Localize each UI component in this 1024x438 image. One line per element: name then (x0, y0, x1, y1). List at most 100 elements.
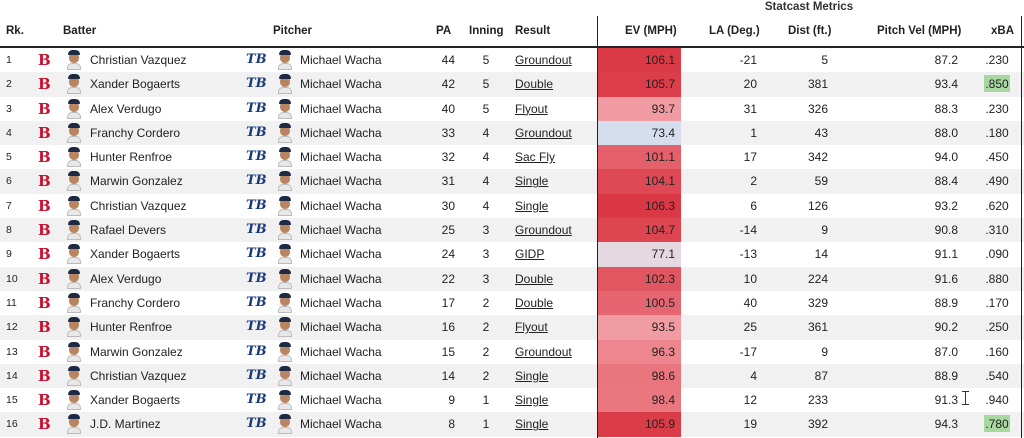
batter-name: Franchy Cordero (90, 125, 181, 140)
red-sox-logo-icon: B (38, 245, 51, 264)
result-link[interactable]: Double (515, 271, 554, 286)
col-la[interactable]: LA (Deg.) (709, 25, 760, 37)
rank-cell: 11 (6, 296, 17, 309)
result-link[interactable]: Single (515, 174, 549, 189)
pitch-vel-cell: 91.6 (934, 271, 958, 286)
xba-cell: .160 (985, 344, 1009, 359)
rays-logo-icon: TB (246, 367, 267, 383)
result-link[interactable]: Flyout (515, 101, 548, 116)
dist-cell: 9 (821, 223, 828, 238)
result-link[interactable]: Single (515, 393, 549, 408)
player-headshot-icon (66, 195, 82, 216)
table-row: 6 B Marwin Gonzalez TB Michael Wacha 31 4 Singl… (0, 169, 1024, 194)
pitcher-name: Michael Wacha (300, 77, 382, 92)
ev-value: 101.1 (644, 150, 675, 165)
col-batter[interactable]: Batter (63, 25, 97, 37)
col-dist[interactable]: Dist (ft.) (788, 25, 832, 37)
ev-cell: 106.1 (598, 48, 681, 73)
batter-name: Xander Bogaerts (90, 247, 181, 262)
pa-cell: 14 (441, 368, 455, 383)
pa-cell: 33 (441, 125, 455, 140)
player-headshot-icon (277, 74, 293, 95)
ev-cell: 98.4 (598, 388, 681, 413)
ev-value: 73.4 (651, 125, 675, 140)
ev-cell: 93.5 (598, 315, 681, 340)
result-link[interactable]: GIDP (515, 247, 545, 262)
rank-cell: 4 (6, 126, 12, 139)
player-headshot-icon (277, 244, 293, 265)
ev-value: 104.1 (644, 174, 675, 189)
result-link[interactable]: Single (515, 417, 549, 432)
rays-logo-icon: TB (246, 392, 267, 408)
pa-cell: 22 (441, 271, 455, 286)
rays-logo-icon: TB (246, 416, 267, 432)
rank-cell: 8 (6, 224, 12, 237)
rank-cell: 12 (6, 321, 18, 334)
inning-cell: 3 (482, 271, 490, 286)
col-pitcher[interactable]: Pitcher (273, 25, 312, 37)
table-row: 13 B Marwin Gonzalez TB Michael Wacha 15 2 Grou… (0, 339, 1024, 364)
player-headshot-icon (277, 341, 293, 362)
col-ev[interactable]: EV (MPH) (625, 25, 677, 37)
result-link[interactable]: Single (515, 198, 549, 213)
player-headshot-icon (277, 195, 293, 216)
pa-cell: 31 (441, 174, 455, 189)
inning-cell: 5 (482, 101, 490, 116)
result-link[interactable]: Groundout (515, 223, 572, 238)
pitch-vel-cell: 94.0 (934, 150, 958, 165)
ev-cell: 101.1 (598, 145, 681, 170)
col-pitch-vel[interactable]: Pitch Vel (MPH) (877, 25, 962, 37)
result-link[interactable]: Groundout (515, 344, 572, 359)
batter-name: Alex Verdugo (90, 101, 162, 116)
ev-cell: 104.7 (598, 218, 681, 243)
pa-cell: 8 (448, 417, 455, 432)
pitcher-name: Michael Wacha (300, 271, 382, 286)
red-sox-logo-icon: B (38, 123, 51, 142)
inning-cell: 5 (482, 53, 490, 67)
col-rank[interactable]: Rk. (6, 25, 24, 37)
pitch-vel-cell: 87.0 (934, 344, 958, 359)
rank-cell: 9 (6, 248, 12, 261)
result-link[interactable]: Flyout (515, 320, 548, 335)
pitcher-name: Michael Wacha (300, 223, 382, 238)
ev-cell: 105.7 (598, 72, 681, 97)
pa-cell: 15 (441, 344, 455, 359)
player-headshot-icon (277, 292, 293, 313)
xba-cell: .230 (985, 101, 1009, 116)
dist-cell: 329 (807, 295, 828, 310)
red-sox-logo-icon: B (38, 366, 51, 385)
result-link[interactable]: Groundout (515, 53, 572, 67)
ev-cell: 98.6 (598, 363, 681, 389)
result-link[interactable]: Double (515, 295, 554, 310)
batter-name: Hunter Renfroe (90, 320, 173, 335)
xba-cell: .250 (985, 320, 1009, 335)
result-link[interactable]: Sac Fly (515, 150, 556, 165)
inning-cell: 4 (482, 125, 490, 140)
inning-cell: 3 (482, 247, 490, 262)
col-pa[interactable]: PA (436, 25, 452, 37)
pitch-vel-cell: 91.1 (934, 247, 958, 262)
xba-cell: .170 (985, 295, 1009, 310)
result-link[interactable]: Single (515, 368, 549, 383)
col-inning[interactable]: Inning (469, 25, 504, 37)
red-sox-logo-icon: B (38, 293, 51, 312)
la-cell: 19 (743, 417, 757, 432)
player-headshot-icon (66, 171, 82, 192)
result-link[interactable]: Double (515, 77, 554, 92)
inning-cell: 2 (482, 295, 490, 310)
table-row: 15 B Xander Bogaerts TB Michael Wacha 9 1 Singl… (0, 388, 1024, 413)
pitch-vel-cell: 93.4 (934, 77, 958, 92)
ev-cell: 96.3 (598, 339, 681, 364)
pitch-vel-cell: 88.9 (934, 368, 958, 383)
result-link[interactable]: Groundout (515, 125, 572, 140)
la-cell: -13 (739, 247, 757, 262)
rays-logo-icon: TB (246, 294, 267, 310)
red-sox-logo-icon: B (38, 148, 51, 167)
player-headshot-icon (66, 317, 82, 338)
ev-cell: 77.1 (598, 242, 681, 267)
col-xba[interactable]: xBA (991, 25, 1015, 37)
col-result[interactable]: Result (515, 25, 551, 37)
rays-logo-icon: TB (246, 124, 267, 140)
statcast-right-divider (1021, 16, 1022, 438)
red-sox-logo-icon: B (38, 75, 51, 94)
